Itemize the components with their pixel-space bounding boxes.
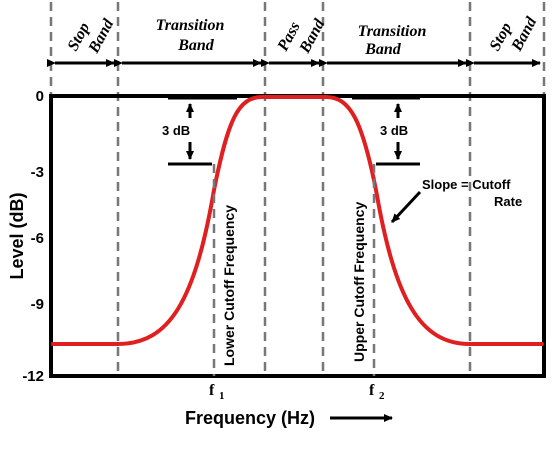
y-tick-minus9: -9 (31, 296, 44, 313)
band-label-transition-left-1: Transition (156, 17, 225, 34)
f2-label: f 2 (369, 382, 385, 402)
frequency-response-curve (51, 95, 544, 346)
lower-cutoff-label: Lower Cutoff Frequency (221, 205, 237, 366)
band-label-stop-right-2: Band (508, 14, 541, 55)
upper-cutoff-label: Upper Cutoff Frequency (351, 202, 367, 362)
right-3db-label: 3 dB (380, 123, 408, 138)
y-axis-title: Level (dB) (7, 192, 27, 279)
left-3db-marker (168, 96, 237, 166)
band-label-transition-right-1: Transition (358, 23, 427, 40)
cutoff-lines (212, 164, 376, 376)
band-label-transition-right-2: Band (364, 41, 402, 58)
right-3db-marker (352, 96, 420, 166)
x-axis-title: Frequency (Hz) (185, 408, 315, 428)
y-tick-minus6: -6 (31, 230, 44, 247)
f1-label: f 1 (209, 382, 225, 402)
f2-symbol: f (369, 382, 375, 399)
band-label-stop-left-2: Band (85, 16, 118, 57)
y-axis-ticks: 0 -3 -6 -9 -12 (22, 88, 44, 385)
slope-label-line1: Slope = Cutoff (422, 177, 511, 192)
f2-subscript: 2 (379, 390, 385, 402)
f1-symbol: f (209, 382, 215, 399)
band-label-transition-left-2: Band (177, 37, 215, 54)
y-tick-minus12: -12 (22, 368, 44, 385)
y-tick-0: 0 (36, 88, 44, 105)
slope-arrow (390, 190, 422, 224)
left-3db-label: 3 dB (162, 123, 190, 138)
y-tick-minus3: -3 (31, 164, 44, 181)
slope-label-line2: Rate (494, 194, 522, 209)
band-label-stop-right-1: Stop (487, 20, 516, 54)
f1-subscript: 1 (219, 390, 225, 402)
